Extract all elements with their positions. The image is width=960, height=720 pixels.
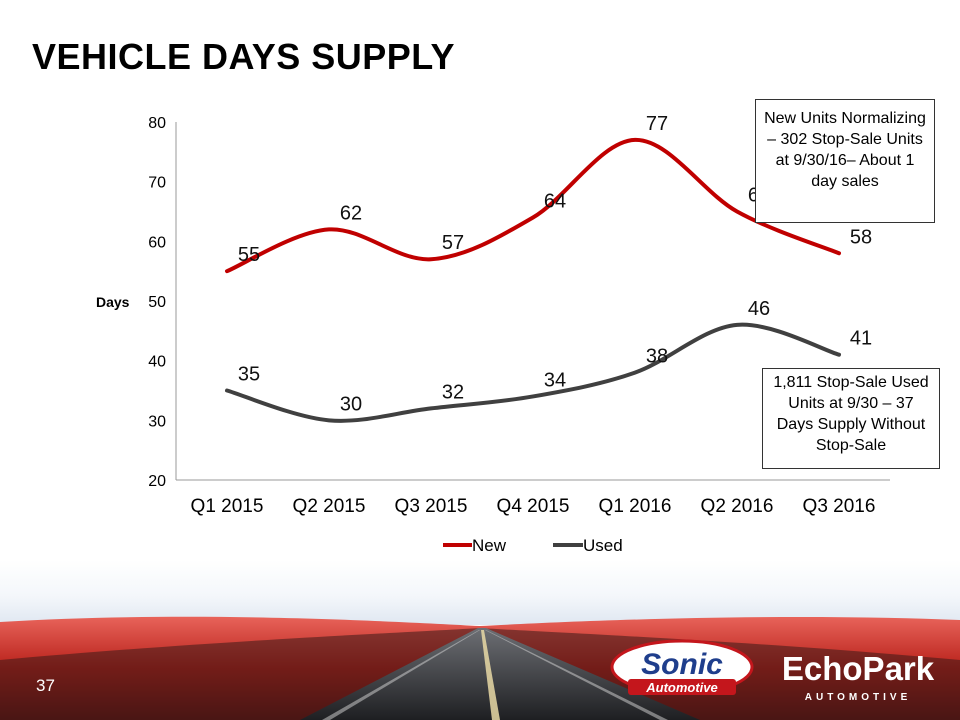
data-label-new: 57 <box>442 232 464 254</box>
data-label-new: 55 <box>238 244 260 266</box>
x-tick-label: Q3 2016 <box>803 496 876 517</box>
used-units-annotation: 1,811 Stop-Sale Used Units at 9/30 – 37 … <box>762 368 940 469</box>
slide-title: VEHICLE DAYS SUPPLY <box>32 36 455 77</box>
y-tick-label: 50 <box>148 294 166 311</box>
y-tick-label: 80 <box>148 115 166 132</box>
data-label-used: 46 <box>748 298 770 320</box>
series-line-new <box>225 137 841 274</box>
sonic-subtitle: Automotive <box>645 680 718 695</box>
data-label-used: 35 <box>238 364 260 386</box>
echopark-wordmark: EchoPark <box>782 650 935 687</box>
data-label-used: 34 <box>544 369 566 391</box>
data-label-used: 41 <box>850 328 872 350</box>
data-label-new: 77 <box>646 113 668 135</box>
sonic-automotive-logo: Sonic Automotive <box>610 639 754 695</box>
x-tick-label: Q3 2015 <box>395 496 468 517</box>
data-label-new: 64 <box>544 190 566 212</box>
new-units-annotation: New Units Normalizing – 302 Stop-Sale Un… <box>755 99 935 223</box>
y-tick-label: 30 <box>148 413 166 430</box>
series-line-used <box>225 322 841 423</box>
data-label-used: 30 <box>340 393 362 415</box>
page-number: 37 <box>36 676 55 695</box>
y-tick-label: 20 <box>148 473 166 490</box>
echopark-logo: EchoPark AUTOMOTIVE <box>782 650 935 703</box>
x-tick-label: Q4 2015 <box>497 496 570 517</box>
x-tick-label: Q2 2016 <box>701 496 774 517</box>
y-tick-label: 40 <box>148 354 166 371</box>
data-label-new: 62 <box>340 202 362 224</box>
data-label-used: 32 <box>442 381 464 403</box>
sonic-wordmark: Sonic <box>641 648 723 681</box>
legend-label-used: Used <box>583 536 623 555</box>
y-tick-label: 70 <box>148 175 166 192</box>
x-tick-label: Q2 2015 <box>293 496 366 517</box>
x-tick-label: Q1 2016 <box>599 496 672 517</box>
x-tick-label: Q1 2015 <box>191 496 264 517</box>
data-label-new: 58 <box>850 226 872 248</box>
echopark-subtitle: AUTOMOTIVE <box>805 692 911 703</box>
y-axis-label: Days <box>96 294 130 310</box>
legend-label-new: New <box>472 536 507 555</box>
data-label-used: 38 <box>646 346 668 368</box>
y-tick-label: 60 <box>148 234 166 251</box>
legend: New Used <box>443 536 623 555</box>
